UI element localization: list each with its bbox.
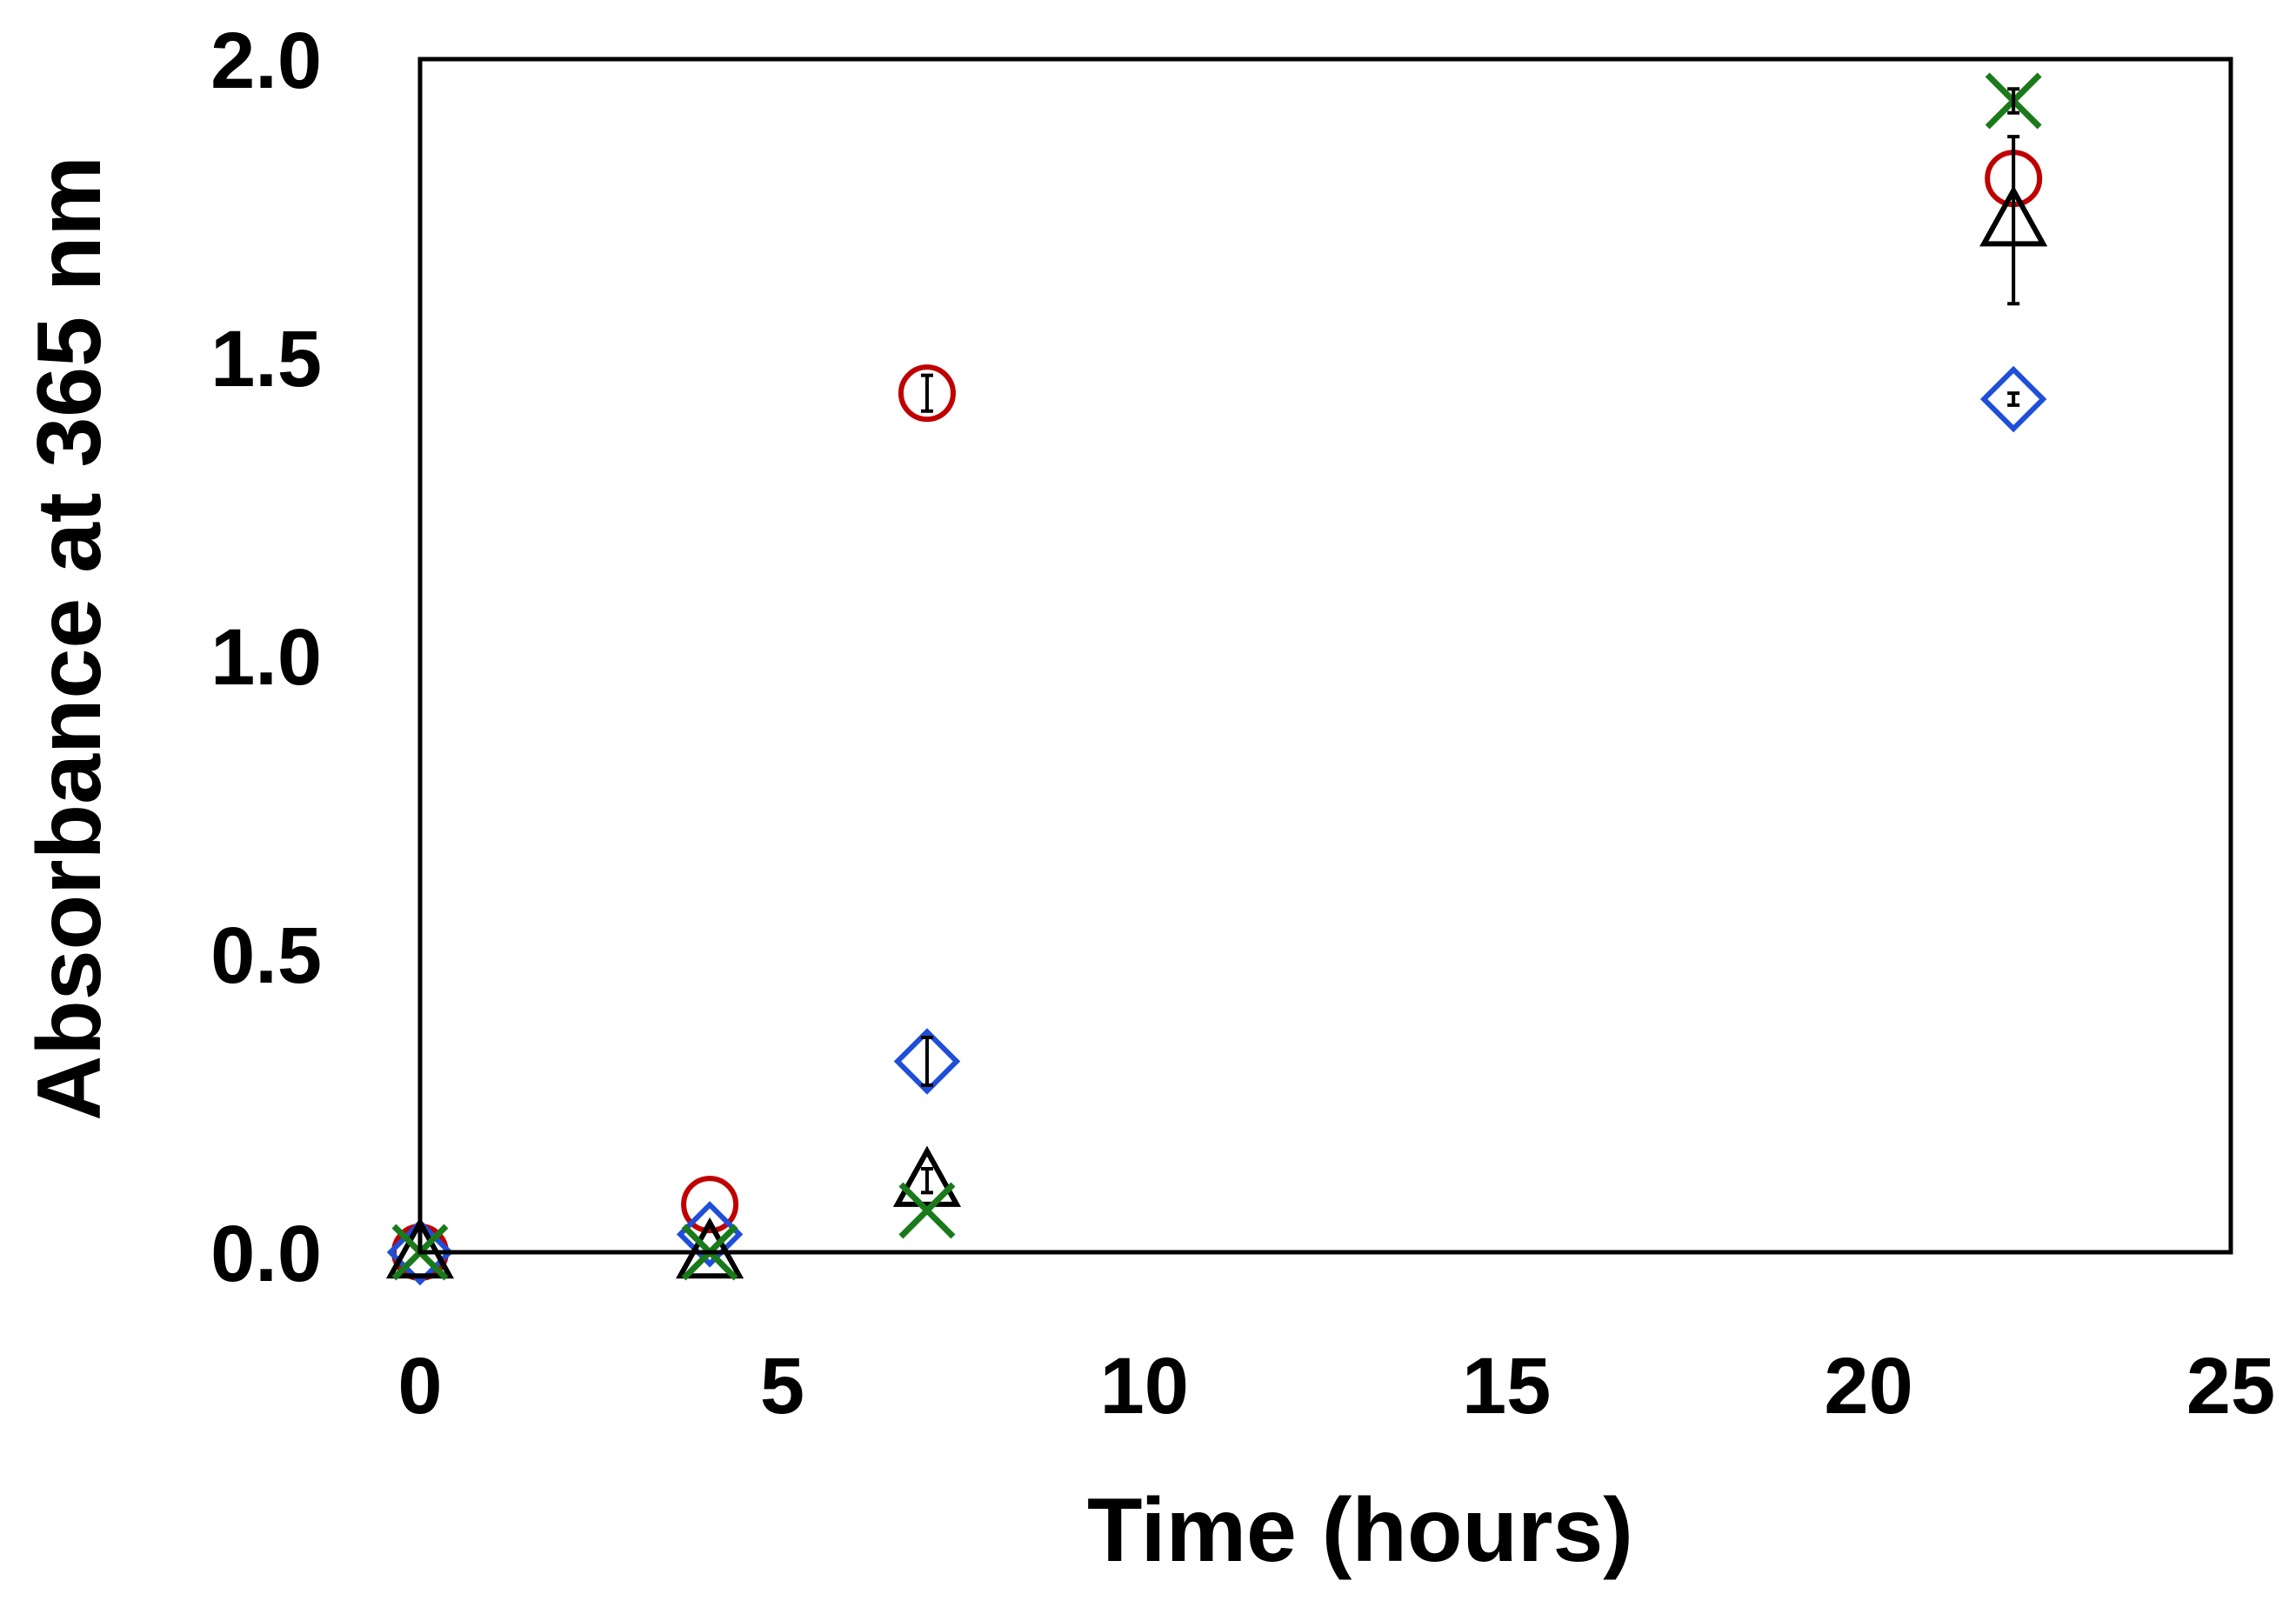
triangle-marker-point: [892, 1145, 962, 1207]
y-tick-label: 2.0: [210, 17, 322, 105]
data-points: [385, 72, 2048, 1286]
diamond-marker-point: [676, 1201, 744, 1268]
circle-marker-point: [898, 364, 956, 423]
y-tick-label: 1.5: [210, 315, 322, 404]
x-tick-label: 25: [2186, 1342, 2275, 1431]
diamond-marker-point: [386, 1218, 454, 1286]
plot-area-frame: [417, 57, 2233, 1255]
triangle-marker-point: [1979, 135, 2048, 306]
triangle-marker-point: [676, 1217, 744, 1279]
y-tick-label: 1.0: [210, 613, 322, 702]
tick-labels: 0 5 10 15 20 25 0.0 0.5 1.0 1.5 2.0: [210, 17, 2275, 1431]
x-tick-label: 10: [1100, 1342, 1189, 1431]
x-axis-title: Time (hours): [1087, 1480, 1633, 1581]
x-tick-label: 5: [760, 1342, 804, 1431]
y-tick-label: 0.0: [210, 1210, 322, 1298]
diamond-marker-point: [893, 1028, 961, 1095]
x-marker-point: [898, 1182, 956, 1239]
x-tick-label: 0: [397, 1342, 442, 1431]
x-tick-label: 15: [1462, 1342, 1551, 1431]
circle-marker-point: [681, 1176, 739, 1234]
diamond-marker-point: [1979, 365, 2047, 433]
y-tick-label: 0.5: [210, 911, 322, 1000]
x-tick-label: 20: [1824, 1342, 1912, 1431]
triangle-marker-point: [385, 1217, 455, 1279]
y-axis-title: Absorbance at 365 nm: [19, 156, 120, 1121]
x-marker-point: [1985, 72, 2042, 130]
